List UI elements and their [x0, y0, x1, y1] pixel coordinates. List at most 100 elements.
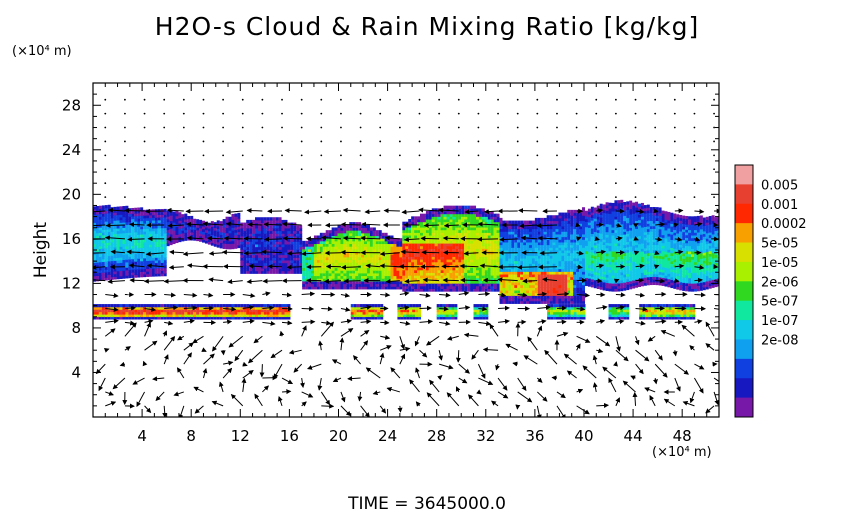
field-cell [614, 253, 618, 257]
field-cell [602, 233, 606, 237]
field-cell [455, 269, 459, 273]
field-cell [157, 214, 161, 218]
field-cell [269, 225, 273, 229]
field-cell [316, 240, 320, 245]
field-cell [511, 225, 515, 230]
field-cell [349, 286, 353, 290]
field-cell [352, 240, 356, 245]
field-cell [322, 275, 326, 279]
field-cell [667, 227, 671, 232]
field-cell [558, 255, 562, 259]
field-cell [240, 238, 244, 242]
field-cell [614, 229, 618, 233]
field-cell [272, 233, 276, 237]
field-cell [646, 239, 650, 243]
field-cell [355, 224, 359, 228]
field-cell [107, 244, 111, 249]
field-cell [514, 290, 518, 294]
field-cell [128, 226, 132, 231]
field-cell [452, 232, 456, 236]
field-cell [652, 231, 656, 235]
field-cell [269, 219, 273, 224]
field-cell [626, 209, 630, 213]
field-cell [490, 277, 494, 281]
field-cell [570, 263, 574, 267]
field-cell [364, 254, 368, 258]
field-cell [505, 268, 509, 272]
field-cell [481, 275, 485, 279]
field-cell [626, 270, 630, 275]
field-cell [316, 254, 320, 258]
field-cell [514, 271, 518, 275]
field-cell [405, 261, 409, 265]
field-cell [437, 261, 441, 265]
field-cell [667, 265, 671, 269]
field-cell [664, 219, 668, 223]
field-cell [481, 243, 485, 247]
field-cell [431, 237, 435, 241]
field-cell [443, 269, 447, 273]
field-cell [596, 232, 600, 236]
field-cell [531, 282, 535, 286]
field-cell [358, 267, 362, 271]
field-cell [567, 231, 571, 235]
field-cell [358, 230, 362, 234]
field-cell [131, 218, 135, 222]
field-cell [396, 270, 400, 274]
field-cell [593, 252, 597, 257]
field-cell [296, 259, 300, 264]
field-cell [567, 215, 571, 219]
field-cell [658, 207, 662, 211]
field-cell [449, 237, 453, 241]
field-cell [375, 283, 379, 287]
field-cell [558, 290, 562, 294]
field-cell [658, 258, 662, 262]
field-cell [125, 264, 129, 268]
field-cell [576, 257, 580, 262]
field-cell [302, 272, 306, 277]
field-cell [437, 227, 441, 231]
field-cell [193, 218, 197, 222]
field-cell [632, 239, 636, 244]
field-cell [255, 243, 259, 248]
field-cell [428, 272, 432, 276]
field-cell [602, 273, 606, 278]
field-cell [508, 265, 512, 270]
field-cell [667, 233, 671, 237]
field-cell [528, 228, 532, 232]
field-cell [508, 260, 512, 264]
field-cell [614, 240, 618, 244]
field-cell [154, 230, 158, 234]
field-cell [564, 257, 568, 262]
field-cell [605, 215, 609, 219]
field-cell [561, 255, 565, 259]
field-cell [487, 277, 491, 281]
field-cell [617, 216, 621, 220]
field-cell [487, 269, 491, 273]
field-cell [414, 264, 418, 268]
field-cell [104, 271, 108, 276]
field-cell [222, 245, 226, 249]
field-cell [505, 279, 509, 283]
field-cell [632, 282, 636, 286]
field-cell [308, 240, 312, 245]
field-cell [478, 256, 482, 260]
field-cell [422, 229, 426, 233]
field-cell [98, 224, 102, 228]
field-cell [425, 240, 429, 244]
field-cell [611, 275, 615, 279]
field-cell [549, 220, 553, 224]
field-cell [169, 212, 173, 216]
field-cell [596, 259, 600, 263]
field-cell [137, 207, 141, 211]
field-cell [514, 263, 518, 267]
field-cell [537, 239, 541, 243]
field-cell [640, 216, 644, 220]
field-cell [455, 264, 459, 268]
field-cell [546, 298, 550, 302]
field-cell [204, 240, 208, 244]
field-cell [319, 280, 323, 285]
field-cell [213, 235, 217, 239]
field-cell [240, 259, 244, 264]
field-cell [160, 249, 164, 253]
